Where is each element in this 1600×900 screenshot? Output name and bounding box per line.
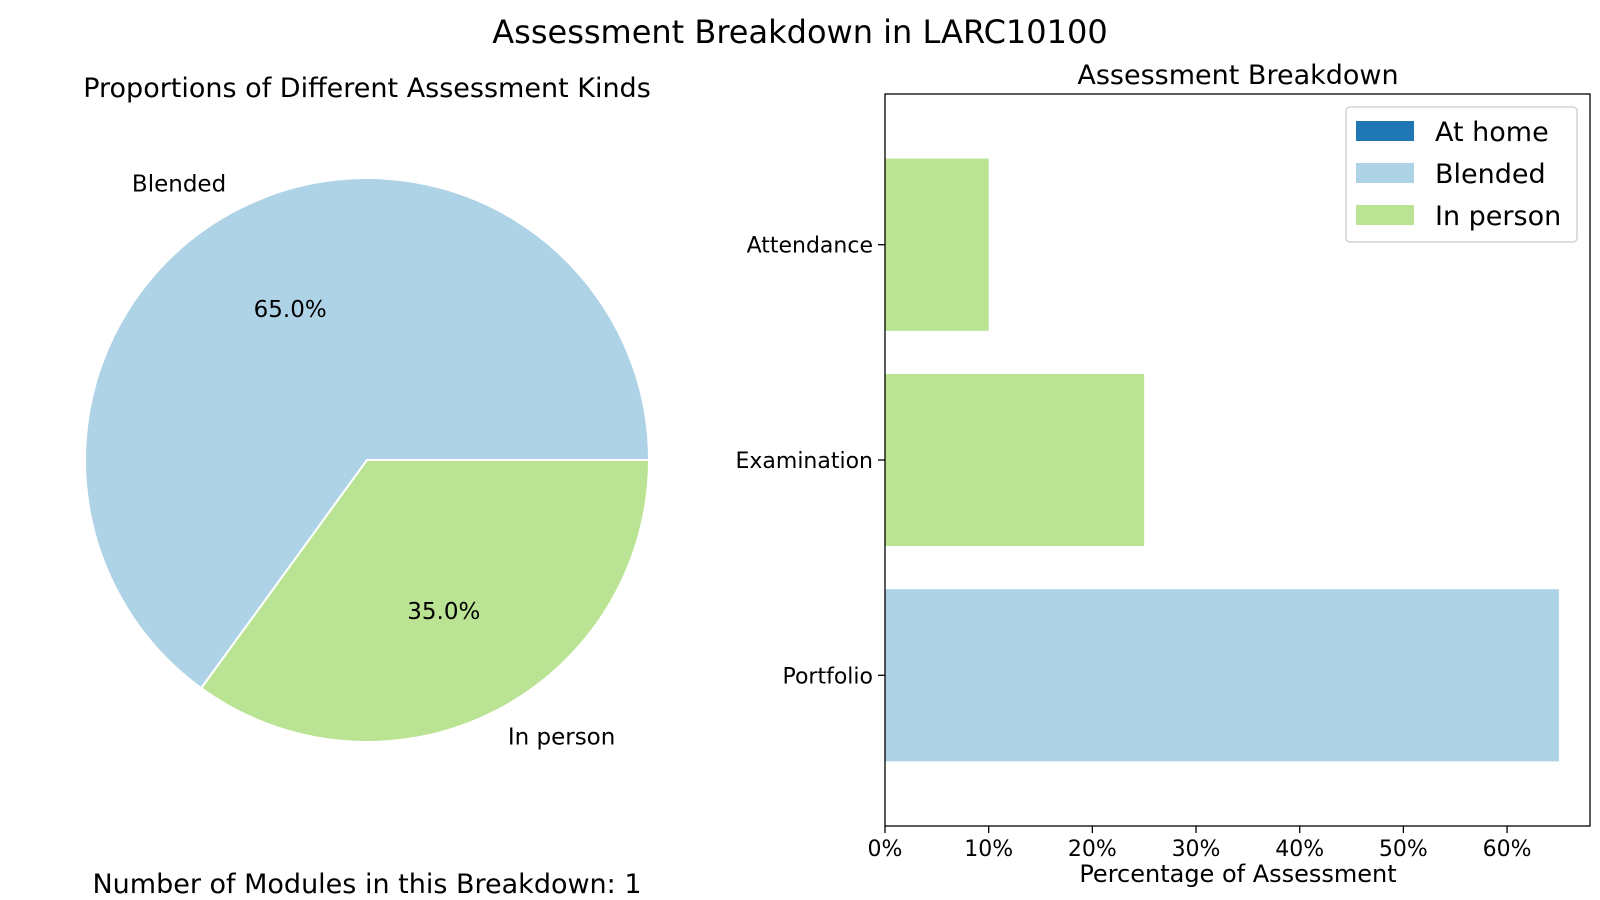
pie-slices (84, 177, 651, 743)
x-tick-label: 30% (1172, 837, 1221, 862)
legend-label-at-home: At home (1435, 117, 1549, 148)
pie-labels: Blended 65.0% In person 35.0% (132, 172, 615, 751)
pie-pct-in-person: 35.0% (407, 599, 480, 625)
x-tick-label: 0% (868, 837, 903, 862)
legend-swatch-in-person (1356, 205, 1414, 225)
bar-examination-in-person (885, 373, 1145, 547)
pie-slice-blended (84, 177, 651, 690)
bars (885, 158, 1559, 762)
pie-slice-in-person (199, 459, 651, 743)
figure-title: Assessment Breakdown in LARC10100 (492, 13, 1107, 51)
y-tick-label-attendance: Attendance (747, 234, 873, 259)
y-axis: Portfolio Examination Attendance (735, 234, 885, 689)
bar-portfolio-blended (885, 589, 1559, 762)
x-tick-label: 40% (1275, 837, 1324, 862)
legend-swatch-blended (1356, 163, 1414, 183)
x-tick-label: 50% (1379, 837, 1428, 862)
pie-pct-blended: 65.0% (254, 297, 327, 323)
legend: At home Blended In person (1345, 106, 1578, 243)
module-count-footer: Number of Modules in this Breakdown: 1 (92, 869, 641, 900)
legend-swatch-at-home (1356, 121, 1414, 141)
bar-title: Assessment Breakdown (1077, 60, 1398, 91)
pie-chart: Proportions of Different Assessment Kind… (83, 73, 651, 750)
x-tick-label: 20% (1068, 837, 1117, 862)
pie-label-blended: Blended (132, 172, 226, 198)
x-tick-label: 60% (1483, 837, 1532, 862)
legend-label-in-person: In person (1435, 201, 1561, 232)
legend-label-blended: Blended (1435, 159, 1546, 190)
x-axis: 0% 10% 20% 30% 40% 50% 60% (868, 826, 1532, 862)
x-tick-label: 10% (964, 837, 1013, 862)
x-axis-label: Percentage of Assessment (1079, 860, 1396, 888)
bar-chart: Assessment Breakdown Portfolio Examinatio… (735, 60, 1591, 888)
pie-title: Proportions of Different Assessment Kind… (83, 73, 651, 104)
y-tick-label-portfolio: Portfolio (782, 664, 873, 689)
bar-attendance-in-person (885, 158, 989, 331)
pie-label-in-person: In person (508, 724, 616, 750)
y-tick-label-examination: Examination (735, 449, 873, 474)
